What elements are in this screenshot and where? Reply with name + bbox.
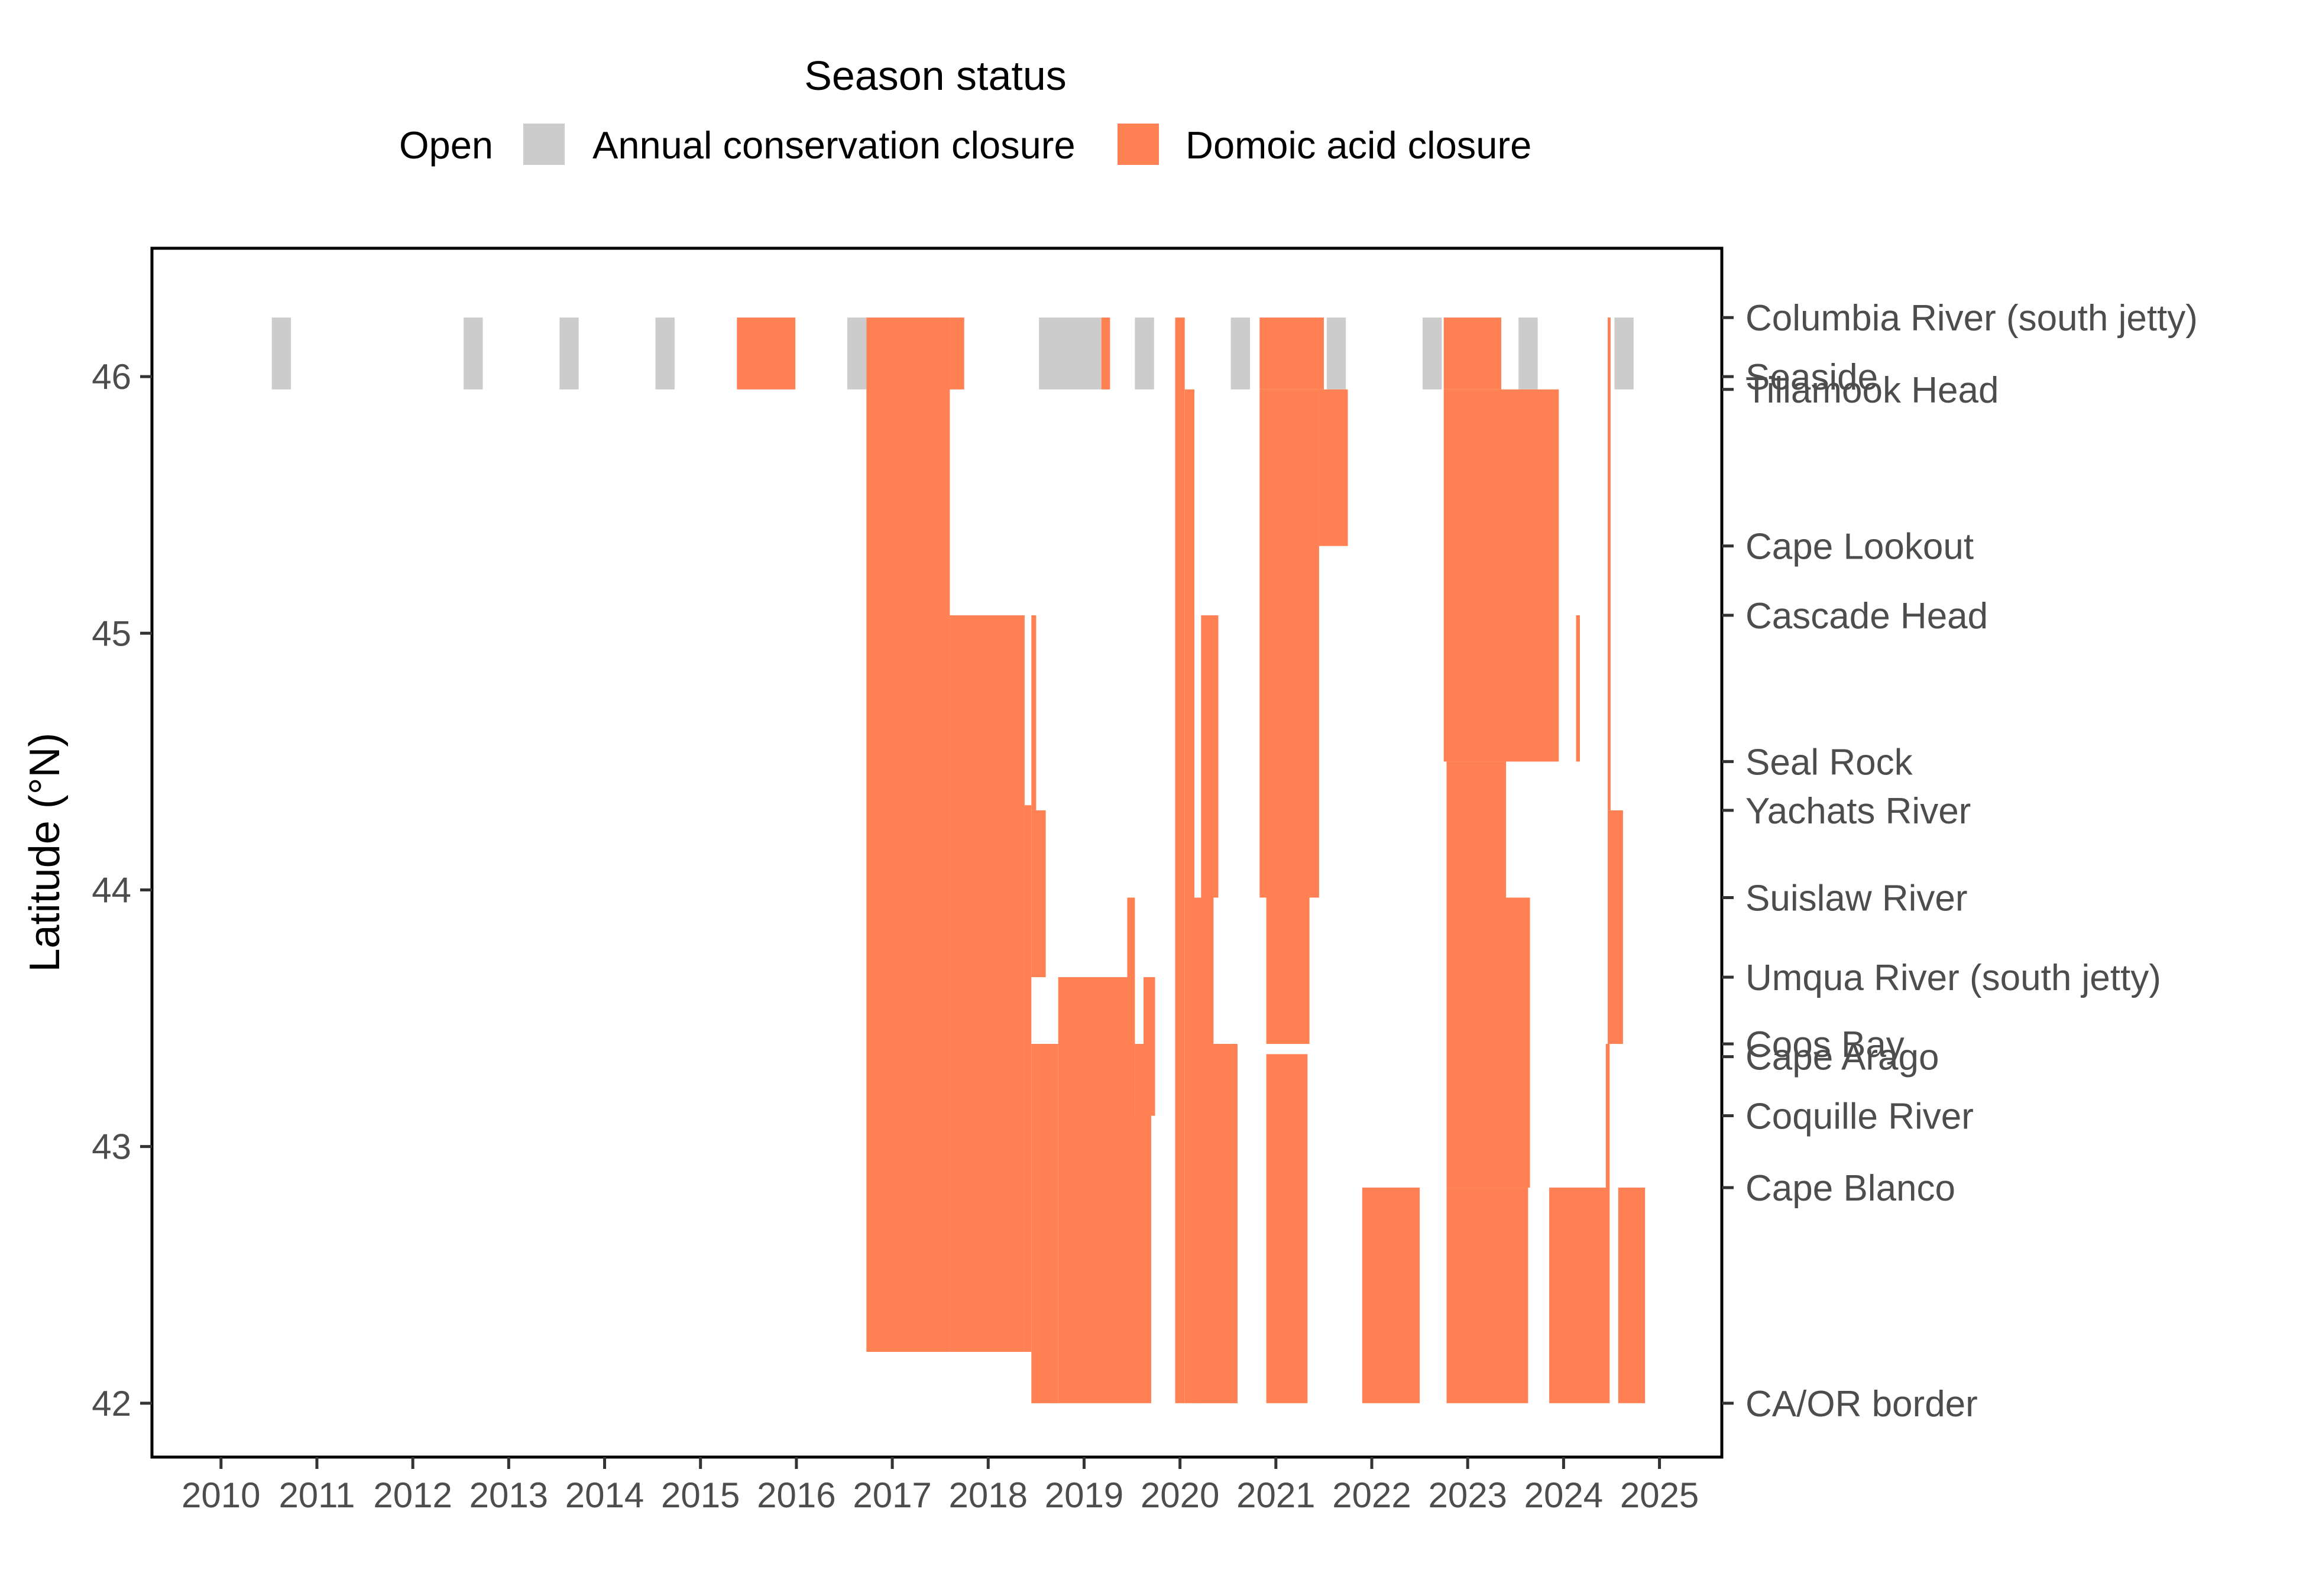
- domoic-closure-rect: [950, 615, 1025, 1352]
- conservation-closure-rect: [271, 317, 292, 390]
- x-tick-label: 2019: [1045, 1475, 1123, 1515]
- conservation-closure-rect: [1614, 317, 1634, 390]
- domoic-closure-rect: [1135, 1044, 1144, 1116]
- y-tick-label: 44: [92, 870, 131, 910]
- legend-swatch-domoic: [1118, 124, 1159, 165]
- x-tick-label: 2012: [373, 1475, 452, 1515]
- conservation-closure-rect: [464, 317, 483, 390]
- conservation-closure-rect: [1230, 317, 1250, 390]
- location-label: CA/OR border: [1745, 1384, 1978, 1425]
- domoic-closure-rect: [1443, 317, 1501, 390]
- domoic-closure-rect: [1144, 977, 1155, 1116]
- location-label: Umqua River (south jetty): [1745, 958, 2161, 998]
- y-tick-label: 43: [92, 1127, 131, 1167]
- domoic-closure-rect: [1259, 317, 1324, 390]
- location-label: Coquille River: [1745, 1097, 1974, 1137]
- domoic-closure-rect: [737, 317, 796, 390]
- domoic-closure-rect: [1319, 389, 1348, 546]
- location-axis: Columbia River (south jetty) SeasideTilla…: [1722, 298, 2198, 1425]
- conservation-closure-rect: [1518, 317, 1538, 390]
- x-tick-label: 2018: [949, 1475, 1028, 1515]
- domoic-closure-rect: [1362, 1188, 1420, 1403]
- x-tick-label: 2017: [853, 1475, 931, 1515]
- conservation-closure-rect: [1135, 317, 1154, 390]
- domoic-closure-rect: [1031, 615, 1037, 810]
- domoic-closure-rect: [1443, 389, 1559, 762]
- domoic-closure-rect: [866, 317, 950, 1352]
- domoic-closure-rect: [1618, 1188, 1646, 1403]
- location-label: Tillamook Head: [1745, 370, 1999, 411]
- domoic-closure-rect: [1194, 897, 1214, 1044]
- domoic-closure-rect: [1576, 615, 1580, 762]
- x-tick-label: 2010: [182, 1475, 260, 1515]
- location-label: Yachats River: [1745, 791, 1971, 832]
- x-tick-label: 2024: [1524, 1475, 1603, 1515]
- legend-label-domoic: Domoic acid closure: [1186, 124, 1531, 167]
- domoic-closure-rect: [1201, 615, 1219, 898]
- x-tick-label: 2016: [757, 1475, 835, 1515]
- x-axis: 2010 2011 2012 2013 2014 2015 2016 2017 2018 2019…: [152, 1455, 1722, 1515]
- domoic-closure-rect: [1058, 1115, 1151, 1403]
- domoic-closure-rect: [1194, 1044, 1238, 1403]
- legend-label-open: Open: [399, 124, 493, 167]
- y-axis-title: Latitude (°N): [21, 733, 69, 972]
- domoic-closure-rect: [1266, 897, 1310, 1044]
- legend-title: Season status: [804, 53, 1067, 99]
- x-tick-label: 2013: [469, 1475, 548, 1515]
- x-tick-label: 2025: [1620, 1475, 1699, 1515]
- x-tick-label: 2021: [1236, 1475, 1315, 1515]
- domoic-closure-rect: [1127, 897, 1135, 1116]
- domoic-closure-rect: [1058, 977, 1128, 1116]
- domoic-closure-rect: [1266, 1054, 1308, 1403]
- conservation-closure-rect: [847, 317, 867, 390]
- x-tick-label: 2022: [1332, 1475, 1411, 1515]
- domoic-closure-rect: [1446, 1188, 1528, 1403]
- conservation-closure-rect: [1423, 317, 1442, 390]
- x-tick-label: 2015: [661, 1475, 740, 1515]
- domoic-closure-rect: [1608, 810, 1623, 1044]
- domoic-closure-rect: [1608, 317, 1611, 810]
- x-tick-label: 2023: [1428, 1475, 1507, 1515]
- location-label: Cape Arago: [1745, 1037, 1939, 1078]
- x-tick-label: 2020: [1141, 1475, 1219, 1515]
- domoic-closure-rect: [1101, 317, 1110, 390]
- x-tick-label: 2011: [278, 1475, 355, 1515]
- domoic-closure-rect: [1031, 1044, 1058, 1403]
- domoic-closure-rect: [1184, 389, 1194, 1403]
- location-label: Seal Rock: [1745, 742, 1913, 783]
- y-axis: 42 43 44 45 46: [92, 357, 152, 1423]
- y-tick-label: 42: [92, 1384, 131, 1423]
- conservation-closure-rect: [1326, 317, 1346, 390]
- location-label: Cape Blanco: [1745, 1168, 1955, 1209]
- conservation-closure-rect: [655, 317, 675, 390]
- location-label: Seaside: [1745, 357, 1878, 398]
- domoic-closure-rect: [1031, 810, 1046, 978]
- domoic-closure-rect: [1259, 389, 1319, 898]
- domoic-closure-rect: [1175, 317, 1185, 1403]
- location-label: Coos Bay: [1745, 1024, 1905, 1065]
- domoic-closure-rect: [1605, 1044, 1610, 1188]
- conservation-closure-rect: [559, 317, 579, 390]
- y-tick-label: 45: [92, 614, 131, 653]
- domoic-closure-rect: [1549, 1188, 1610, 1403]
- domoic-closure-rect: [1446, 897, 1530, 1188]
- location-label: Cape Lookout: [1745, 527, 1974, 567]
- location-label: Columbia River (south jetty): [1745, 298, 2198, 339]
- conservation-closure-rect: [1039, 317, 1102, 390]
- legend-swatch-conservation: [523, 124, 565, 165]
- domoic-closure-rect: [1024, 805, 1032, 1352]
- location-label: Suislaw River: [1745, 878, 1968, 919]
- domoic-closure-rect: [950, 317, 964, 390]
- location-label: Cascade Head: [1745, 596, 1988, 637]
- y-tick-label: 46: [92, 357, 131, 397]
- legend-label-conservation: Annual conservation closure: [592, 124, 1076, 167]
- closure-rects: [271, 317, 1646, 1403]
- legend: Season status Open Annual conservation c…: [399, 53, 1531, 167]
- domoic-closure-rect: [1446, 761, 1507, 898]
- x-tick-label: 2014: [565, 1475, 644, 1515]
